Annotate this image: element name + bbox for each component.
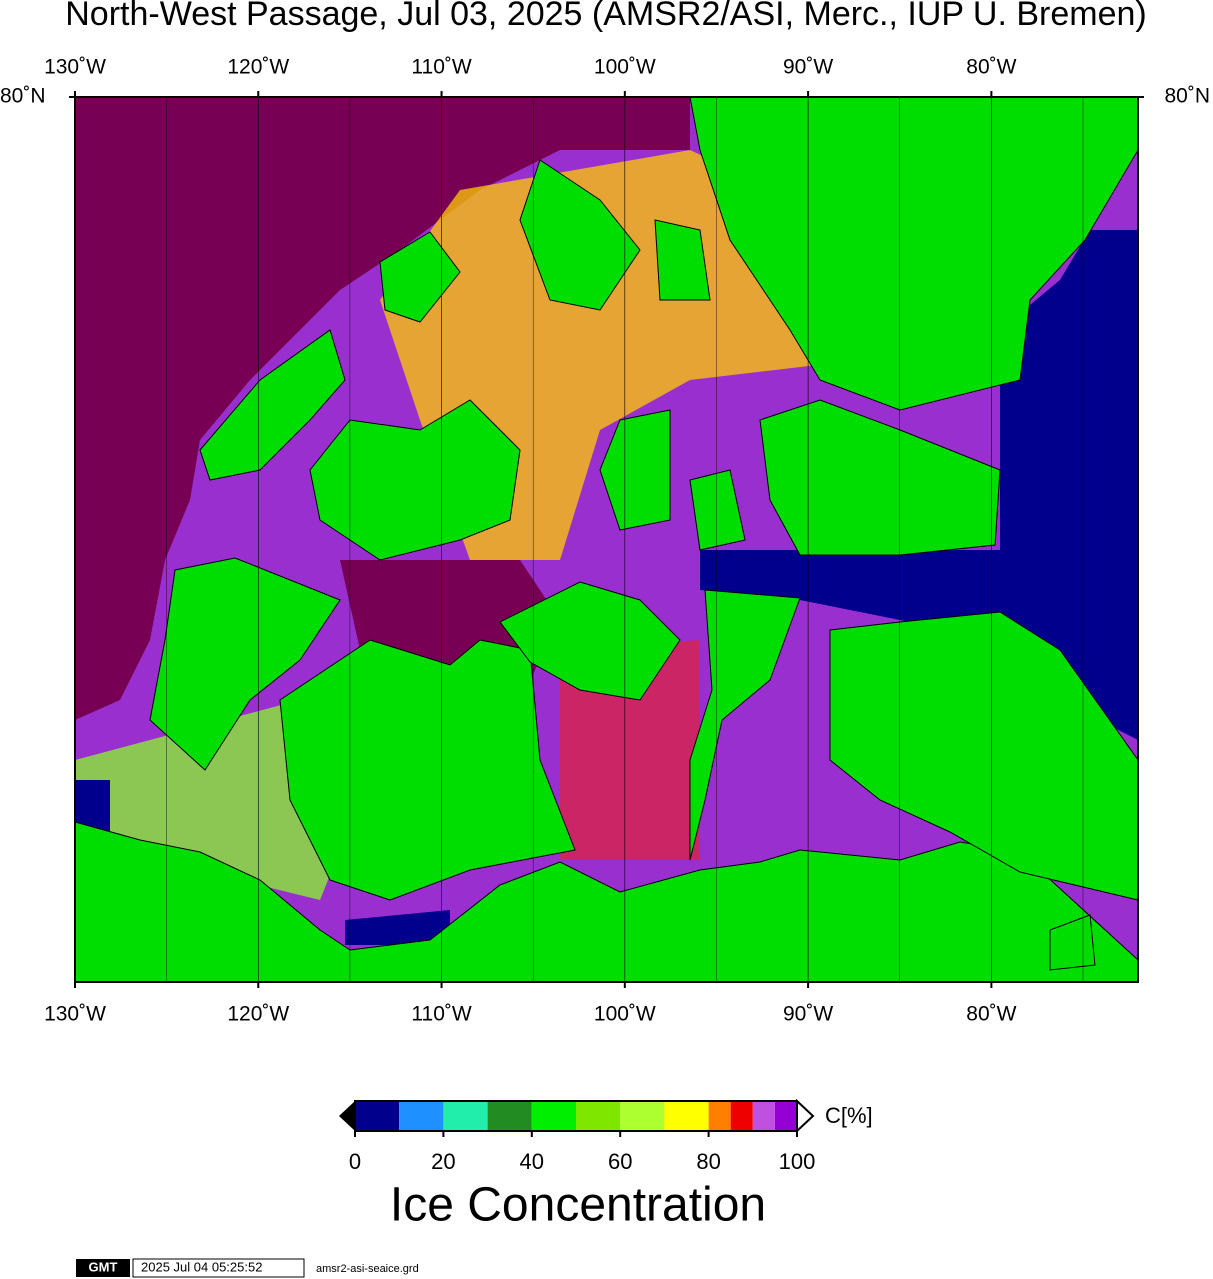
map-title: North-West Passage, Jul 03, 2025 (AMSR2/… [65, 0, 1146, 33]
colorbar-unit: C[%] [825, 1103, 873, 1128]
colorbar-bin [443, 1101, 488, 1131]
lon-label-bottom: 100˚W [594, 1003, 656, 1026]
lat-label-right: 80˚N [1164, 85, 1210, 108]
open-water [700, 230, 1138, 740]
lon-label-top: 120˚W [227, 56, 289, 79]
map-frame [74, 96, 1139, 983]
island [689, 469, 746, 551]
island [599, 409, 671, 531]
mixed-ice-region [560, 640, 700, 860]
lon-label-bottom: 120˚W [227, 1003, 289, 1026]
gmt-logo-box [76, 1259, 130, 1277]
colorbar-tick-label: 60 [608, 1149, 632, 1174]
lon-label-bottom: 90˚W [783, 1003, 833, 1026]
gmt-logo: GMT [89, 1259, 118, 1274]
island [379, 231, 461, 323]
somerset-boothia [689, 589, 801, 861]
colorbar: 0 20 40 60 80 100 [339, 1098, 816, 1174]
colorbar-bin [531, 1101, 576, 1131]
colorbar-under [339, 1101, 355, 1131]
colorbar-tick-label: 80 [696, 1149, 720, 1174]
colorbar-over [796, 1098, 815, 1134]
victoria-island [279, 639, 576, 901]
open-water [345, 910, 450, 945]
colorbar-bin [620, 1101, 665, 1131]
filename: amsr2-asi-seaice.grd [316, 1263, 419, 1275]
devon-island [759, 399, 1001, 556]
lon-label-top: 90˚W [783, 56, 833, 79]
colorbar-title: Ice Concentration [390, 1179, 766, 1232]
colorbar-frame [354, 1100, 798, 1132]
colorbar-bin [576, 1101, 621, 1131]
prince-of-wales-island [499, 581, 681, 701]
colorbar-bin [752, 1101, 775, 1131]
lon-label-top: 110˚W [411, 56, 471, 79]
lat-label-left: 80˚N [0, 85, 46, 108]
lon-label-top: 100˚W [594, 56, 656, 79]
land [74, 96, 1139, 983]
lon-label-top: 80˚W [966, 56, 1016, 79]
colorbar-tick-label: 100 [779, 1149, 816, 1174]
lon-label-bottom: 130˚W [44, 1003, 106, 1026]
melville-island [199, 329, 346, 481]
lon-label-bottom: 80˚W [966, 1003, 1016, 1026]
island [519, 159, 641, 311]
island [654, 219, 711, 301]
colorbar-tick-label: 0 [349, 1149, 361, 1174]
colorbar-bin [399, 1101, 444, 1131]
mainland [74, 821, 1139, 983]
lon-label-bottom: 110˚W [411, 1003, 471, 1026]
colorbar-tick-label: 20 [431, 1149, 455, 1174]
colorbar-bin [664, 1101, 709, 1131]
colorbar-tick-label: 40 [520, 1149, 544, 1174]
colorbar-bin [708, 1101, 731, 1131]
colorbar-bin [355, 1101, 400, 1131]
timestamp-box [132, 1258, 305, 1278]
lon-label-top: 130˚W [44, 56, 106, 79]
high-ice-region [75, 97, 690, 720]
island [1049, 914, 1096, 971]
banks-island [149, 557, 341, 771]
colorbar-bin [774, 1101, 797, 1131]
map [74, 96, 1139, 983]
timestamp: 2025 Jul 04 05:25:52 [141, 1259, 262, 1274]
colorbar-bin [487, 1101, 532, 1131]
colorbar-bin [730, 1101, 753, 1131]
